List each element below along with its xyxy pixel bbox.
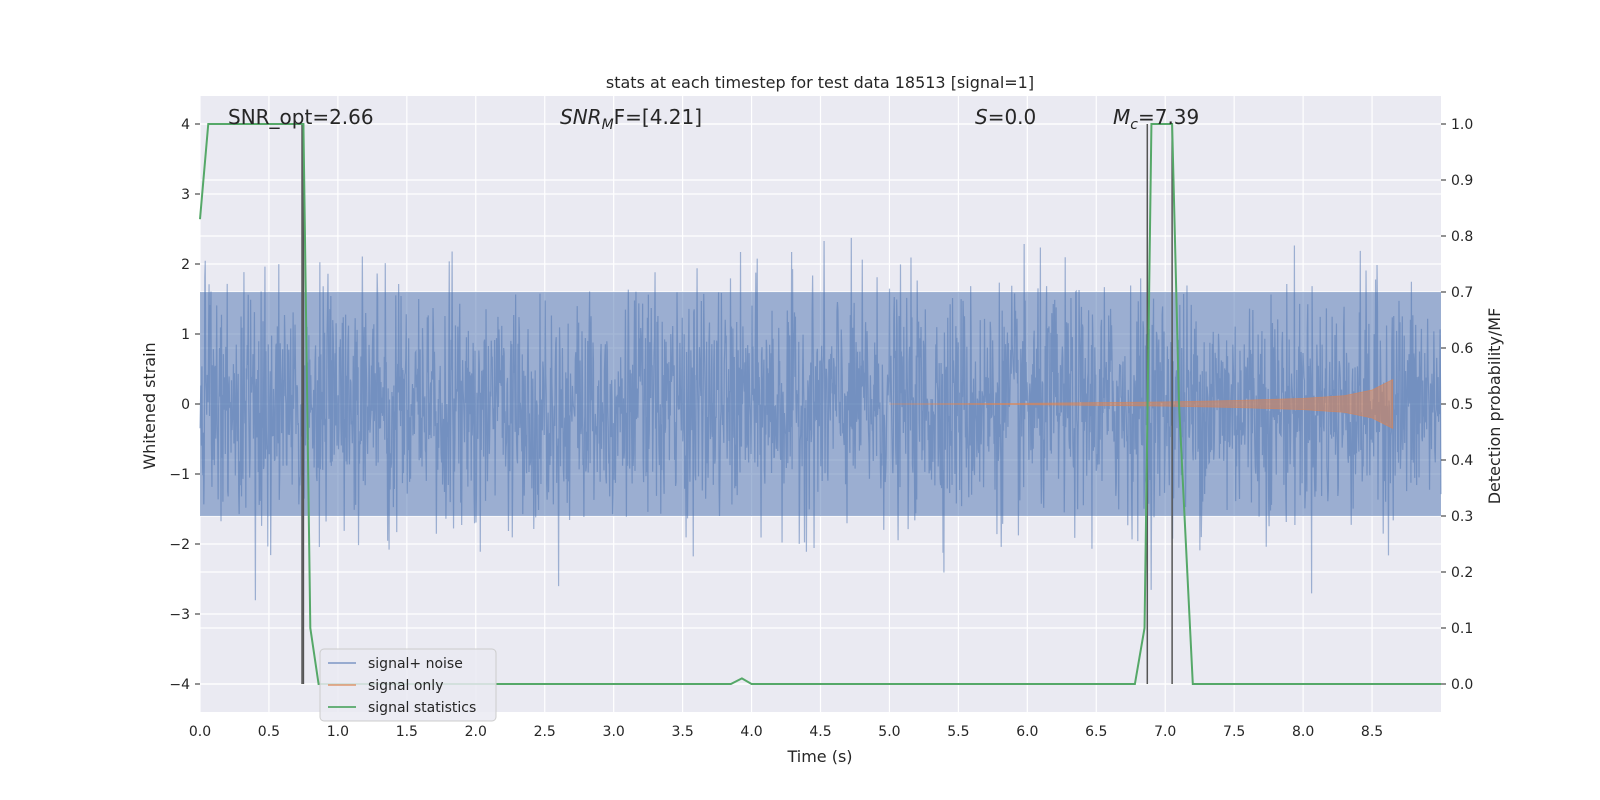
y2-tick-label: 1.0 — [1451, 117, 1473, 133]
legend-label-signal-noise: signal+ noise — [368, 656, 463, 672]
annotation-s-symbol: S — [975, 105, 988, 129]
y2-tick-label: 0.0 — [1451, 677, 1473, 693]
legend-label-signal-only: signal only — [368, 678, 443, 694]
x-tick-label: 3.5 — [671, 724, 693, 740]
x-tick-label: 7.0 — [1154, 724, 1176, 740]
y-tick-label: 0 — [181, 397, 190, 413]
annotation-mc-value: =7.39 — [1138, 105, 1199, 129]
y2-axis-label: Detection probability/MF — [1485, 308, 1504, 505]
x-tick-label: 6.5 — [1085, 724, 1107, 740]
annotation-snr-mf-symbol: SNR — [560, 105, 602, 129]
x-tick-label: 2.5 — [534, 724, 556, 740]
annotation-snr-mf-value: F=[4.21] — [614, 105, 702, 129]
y2-tick-label: 0.9 — [1451, 173, 1473, 189]
x-tick-label: 0.0 — [189, 724, 211, 740]
x-tick-label: 1.0 — [327, 724, 349, 740]
x-tick-label: 8.5 — [1361, 724, 1383, 740]
y-tick-label: 4 — [181, 117, 190, 133]
x-tick-label: 8.0 — [1292, 724, 1314, 740]
annotation-mc-subscript: c — [1130, 117, 1138, 133]
x-ticks: 0.0 0.5 1.0 1.5 2.0 2.5 3.0 3.5 4.0 4.5 5.0 5.5 6.0 6… — [189, 724, 1383, 740]
y2-ticks: 1.0 0.9 0.8 0.7 0.6 0.5 0.4 0.3 0.2 0.1 0.0 — [1441, 117, 1473, 693]
y2-tick-label: 0.5 — [1451, 397, 1473, 413]
signal-only-series — [889, 378, 1394, 430]
y-axis-label: Whitened strain — [140, 342, 159, 469]
y2-tick-label: 0.8 — [1451, 229, 1473, 245]
y-ticks: 4 3 2 1 0 −1 −2 −3 −4 — [169, 117, 200, 693]
x-tick-label: 5.5 — [947, 724, 969, 740]
x-tick-label: 1.5 — [396, 724, 418, 740]
signal-statistics-series — [199, 123, 1441, 685]
y2-tick-label: 0.4 — [1451, 453, 1473, 469]
x-axis-label: Time (s) — [786, 747, 852, 766]
legend-label-signal-statistics: signal statistics — [368, 700, 476, 716]
x-tick-label: 7.5 — [1223, 724, 1245, 740]
y2-tick-label: 0.1 — [1451, 621, 1473, 637]
y2-tick-label: 0.3 — [1451, 509, 1473, 525]
x-tick-label: 4.5 — [809, 724, 831, 740]
y-tick-label: −4 — [169, 677, 190, 693]
x-tick-label: 3.0 — [603, 724, 625, 740]
y-tick-label: −3 — [169, 607, 190, 623]
annotation-snr-opt: SNR_opt=2.66 — [228, 105, 374, 129]
y-tick-label: 2 — [181, 257, 190, 273]
annotation-mc: Mc=7.39 — [1113, 105, 1199, 133]
annotation-s: S=0.0 — [975, 105, 1036, 129]
y2-tick-label: 0.6 — [1451, 341, 1473, 357]
y-tick-label: −2 — [169, 537, 190, 553]
signal-only-envelope — [889, 378, 1394, 430]
annotation-mc-symbol: M — [1113, 105, 1130, 129]
x-tick-label: 4.0 — [740, 724, 762, 740]
signal-statistics-line — [199, 123, 1441, 685]
y2-tick-label: 0.2 — [1451, 565, 1473, 581]
annotation-snr-mf-subscript: M — [602, 117, 614, 133]
annotation-snr-mf: SNRMF=[4.21] — [560, 105, 702, 133]
x-tick-label: 2.0 — [465, 724, 487, 740]
vertical-lines — [301, 124, 1173, 684]
y-tick-label: 3 — [181, 187, 190, 203]
annotation-s-value: =0.0 — [988, 105, 1037, 129]
x-tick-label: 0.5 — [258, 724, 280, 740]
signal-noise-line — [199, 237, 1442, 601]
legend: signal+ noise signal only signal statist… — [319, 648, 497, 722]
chart-title: stats at each timestep for test data 185… — [606, 73, 1034, 92]
legend-box — [319, 648, 497, 722]
y2-tick-label: 0.7 — [1451, 285, 1473, 301]
y-tick-label: 1 — [181, 327, 190, 343]
x-tick-label: 6.0 — [1016, 724, 1038, 740]
y-tick-label: −1 — [169, 467, 190, 483]
x-tick-label: 5.0 — [878, 724, 900, 740]
